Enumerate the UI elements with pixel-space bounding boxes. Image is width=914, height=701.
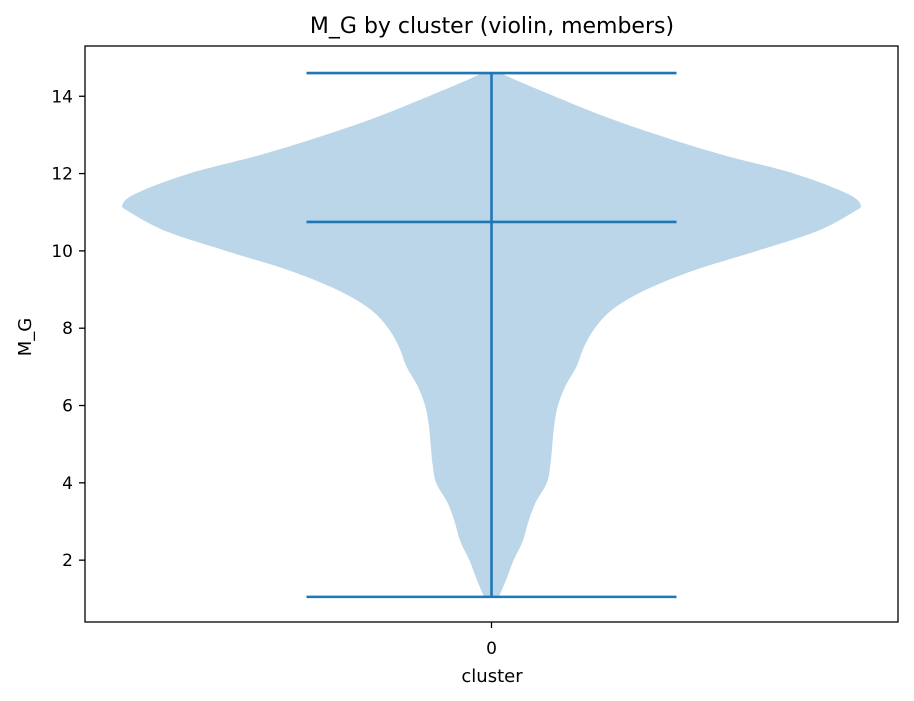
x-axis-label: cluster — [461, 666, 523, 687]
chart-title: M_G by cluster (violin, members) — [310, 14, 674, 39]
y-axis-label: M_G — [15, 318, 36, 356]
y-tick-label: 12 — [51, 165, 73, 185]
y-tick-label: 10 — [51, 242, 73, 262]
y-tick-label: 2 — [62, 551, 73, 571]
x-tick-label: 0 — [486, 639, 497, 659]
y-tick-label: 6 — [62, 397, 73, 417]
y-tick-label: 14 — [51, 87, 73, 107]
x-axis: 0 — [486, 622, 497, 659]
y-tick-label: 4 — [62, 474, 73, 494]
plot-area — [122, 71, 861, 599]
y-tick-label: 8 — [62, 319, 73, 339]
y-axis: 2 4 6 8 10 12 14 — [51, 87, 85, 571]
